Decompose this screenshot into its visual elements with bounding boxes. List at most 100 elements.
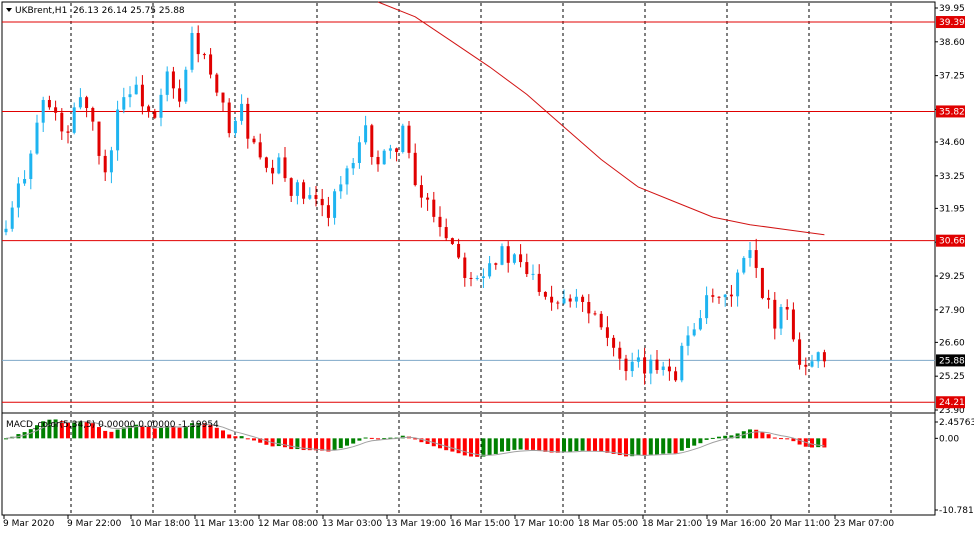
macd-bar [72,421,77,439]
macd-bar [227,434,232,439]
candle-body [240,103,244,121]
candle-body [66,131,70,133]
candle-body [506,246,510,263]
candle-body [165,71,169,95]
candle-body [215,74,219,93]
price-tick-label: 27.90 [939,306,965,316]
macd-bar [779,438,783,440]
candle-body [729,294,733,297]
macd-bar [109,431,114,439]
symbol-label[interactable]: UKBrent,H1 [15,6,67,16]
price-tick-label: 34.60 [939,138,965,148]
candle-body [128,94,132,98]
candle-body [345,168,349,185]
candle-body [227,102,231,134]
candle-body [469,277,473,279]
candle-body [630,361,634,372]
macd-bar [462,438,467,456]
macd-label: MACD_color(5,34,5) 0.00000 0.00000 -1.19… [6,420,219,430]
price-axis: 39.9538.6037.2535.9034.6033.2531.9530.60… [935,4,974,516]
macd-bar [580,438,585,451]
macd-bar [605,438,610,453]
candle-body [624,358,628,372]
candle-body [178,88,182,102]
macd-bar [617,438,622,456]
time-tick-label: 16 Mar 15:00 [450,519,510,529]
macd-bar [283,438,287,448]
macd-bar [661,438,666,454]
candle-body [618,347,622,359]
candle-body [550,296,554,303]
candle-body [463,257,467,278]
candle-body [401,125,405,152]
time-tick-label: 18 Mar 05:00 [578,519,638,529]
macd-bar [314,438,318,451]
candle-body [147,106,151,112]
candle-body [85,97,89,108]
candle-body [171,71,175,89]
horizontal-levels[interactable] [2,21,935,403]
candle-body [581,296,585,302]
candle-body [264,157,268,168]
macd-bar [438,438,442,449]
macd-bar [450,438,455,452]
time-tick-label: 18 Mar 21:00 [642,519,702,529]
candle-body [655,359,659,371]
macd-panel-frame [1,412,936,516]
macd-bar [214,427,219,439]
macd-bar [245,438,250,440]
candle-body [54,107,58,113]
candle-body [283,157,287,179]
macd-bar [667,438,672,454]
macd-bar [506,438,511,452]
candle-body [326,205,330,218]
macd-bar [574,438,579,452]
candle-body [705,295,709,319]
macd-bar [748,429,752,439]
grid-lines [70,3,892,514]
macd-bar [357,438,362,441]
macd-bar [90,423,95,439]
macd-bar [754,429,759,439]
macd-bar [636,438,641,456]
candle-body [680,345,684,381]
candle-body [816,352,820,362]
moving-average [377,1,825,236]
macd-bar [729,435,734,439]
candle-body [748,250,752,258]
candle-body [643,357,647,374]
macd-bar [276,438,281,447]
macd-bar [512,438,517,450]
candle-body [202,54,206,56]
macd-bar [388,437,393,439]
macd-bar [171,426,176,439]
macd-bar [648,438,653,455]
macd-bar [419,438,424,443]
price-panel-frame [1,1,936,414]
candle-body [333,191,337,218]
last-price-badge [936,354,965,367]
level-badge [936,16,965,29]
candle-body [277,157,281,174]
candle-body [271,167,275,174]
price-tick-label: 25.25 [939,372,965,382]
macd-bar [97,427,101,439]
macd-bar [47,419,52,439]
macd-bar [66,422,70,439]
price-badges: 39.39 35.82 30.66 24.21 25.88 [936,16,965,409]
candle-body [320,198,324,206]
candle-body [438,216,442,228]
macd-tick-label: -10.7811 [939,506,974,516]
macd-bar [562,438,566,453]
time-tick-label: 13 Mar 03:00 [322,519,382,529]
macd-bar [301,438,306,451]
macd-bar [413,438,418,440]
candle-body [370,125,374,157]
candle-body [246,103,250,139]
macd-bar [264,438,269,445]
symbol-dropdown-icon[interactable] [6,8,12,12]
time-tick-label: 13 Mar 19:00 [386,519,446,529]
macd-bar [673,438,678,454]
candle-body [314,195,318,199]
